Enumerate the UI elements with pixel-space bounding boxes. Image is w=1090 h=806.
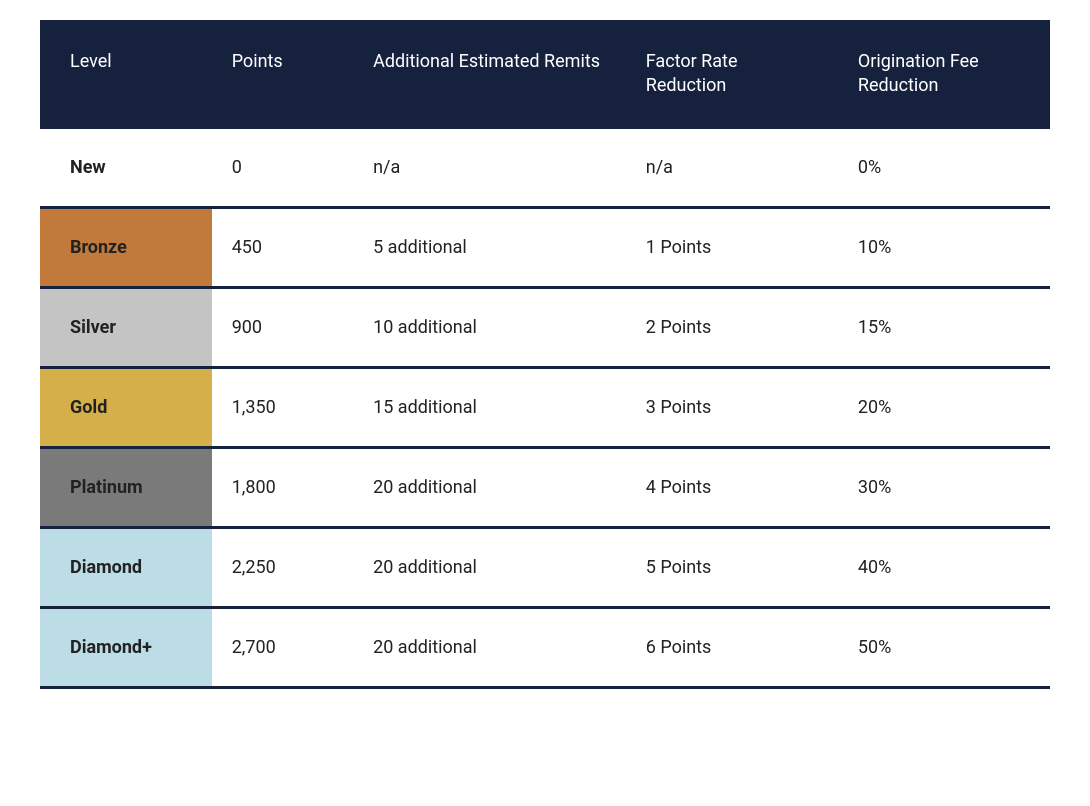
cell-level: Silver [40,289,212,366]
table-row: Bronze 450 5 additional 1 Points 10% [40,209,1050,289]
cell-factor: n/a [626,129,838,206]
cell-remits: 15 additional [353,369,626,446]
cell-fee: 50% [838,609,1050,686]
table-row: Platinum 1,800 20 additional 4 Points 30… [40,449,1050,529]
cell-fee: 15% [838,289,1050,366]
cell-level: Gold [40,369,212,446]
header-level: Level [40,50,212,99]
cell-points: 1,800 [212,449,353,526]
cell-fee: 0% [838,129,1050,206]
cell-remits: 20 additional [353,529,626,606]
cell-remits: 5 additional [353,209,626,286]
cell-factor: 2 Points [626,289,838,366]
cell-points: 900 [212,289,353,366]
cell-factor: 5 Points [626,529,838,606]
cell-points: 450 [212,209,353,286]
cell-remits: n/a [353,129,626,206]
cell-points: 2,700 [212,609,353,686]
cell-fee: 30% [838,449,1050,526]
table-row: Diamond 2,250 20 additional 5 Points 40% [40,529,1050,609]
cell-level: Diamond [40,529,212,606]
cell-level: New [40,129,212,206]
cell-level: Diamond+ [40,609,212,686]
table-row: Silver 900 10 additional 2 Points 15% [40,289,1050,369]
cell-factor: 1 Points [626,209,838,286]
header-remits: Additional Estimated Remits [353,50,626,99]
cell-factor: 3 Points [626,369,838,446]
header-fee: Origination Fee Reduction [838,50,1050,99]
cell-remits: 20 additional [353,609,626,686]
table-header-row: Level Points Additional Estimated Remits… [40,20,1050,129]
tier-table: Level Points Additional Estimated Remits… [40,20,1050,689]
cell-points: 1,350 [212,369,353,446]
cell-fee: 10% [838,209,1050,286]
cell-fee: 40% [838,529,1050,606]
table-row: Diamond+ 2,700 20 additional 6 Points 50… [40,609,1050,689]
table-row: New 0 n/a n/a 0% [40,129,1050,209]
header-factor: Factor Rate Reduction [626,50,838,99]
cell-points: 0 [212,129,353,206]
cell-remits: 10 additional [353,289,626,366]
table-row: Gold 1,350 15 additional 3 Points 20% [40,369,1050,449]
cell-level: Platinum [40,449,212,526]
cell-points: 2,250 [212,529,353,606]
cell-level: Bronze [40,209,212,286]
header-points: Points [212,50,353,99]
cell-remits: 20 additional [353,449,626,526]
cell-fee: 20% [838,369,1050,446]
cell-factor: 4 Points [626,449,838,526]
cell-factor: 6 Points [626,609,838,686]
